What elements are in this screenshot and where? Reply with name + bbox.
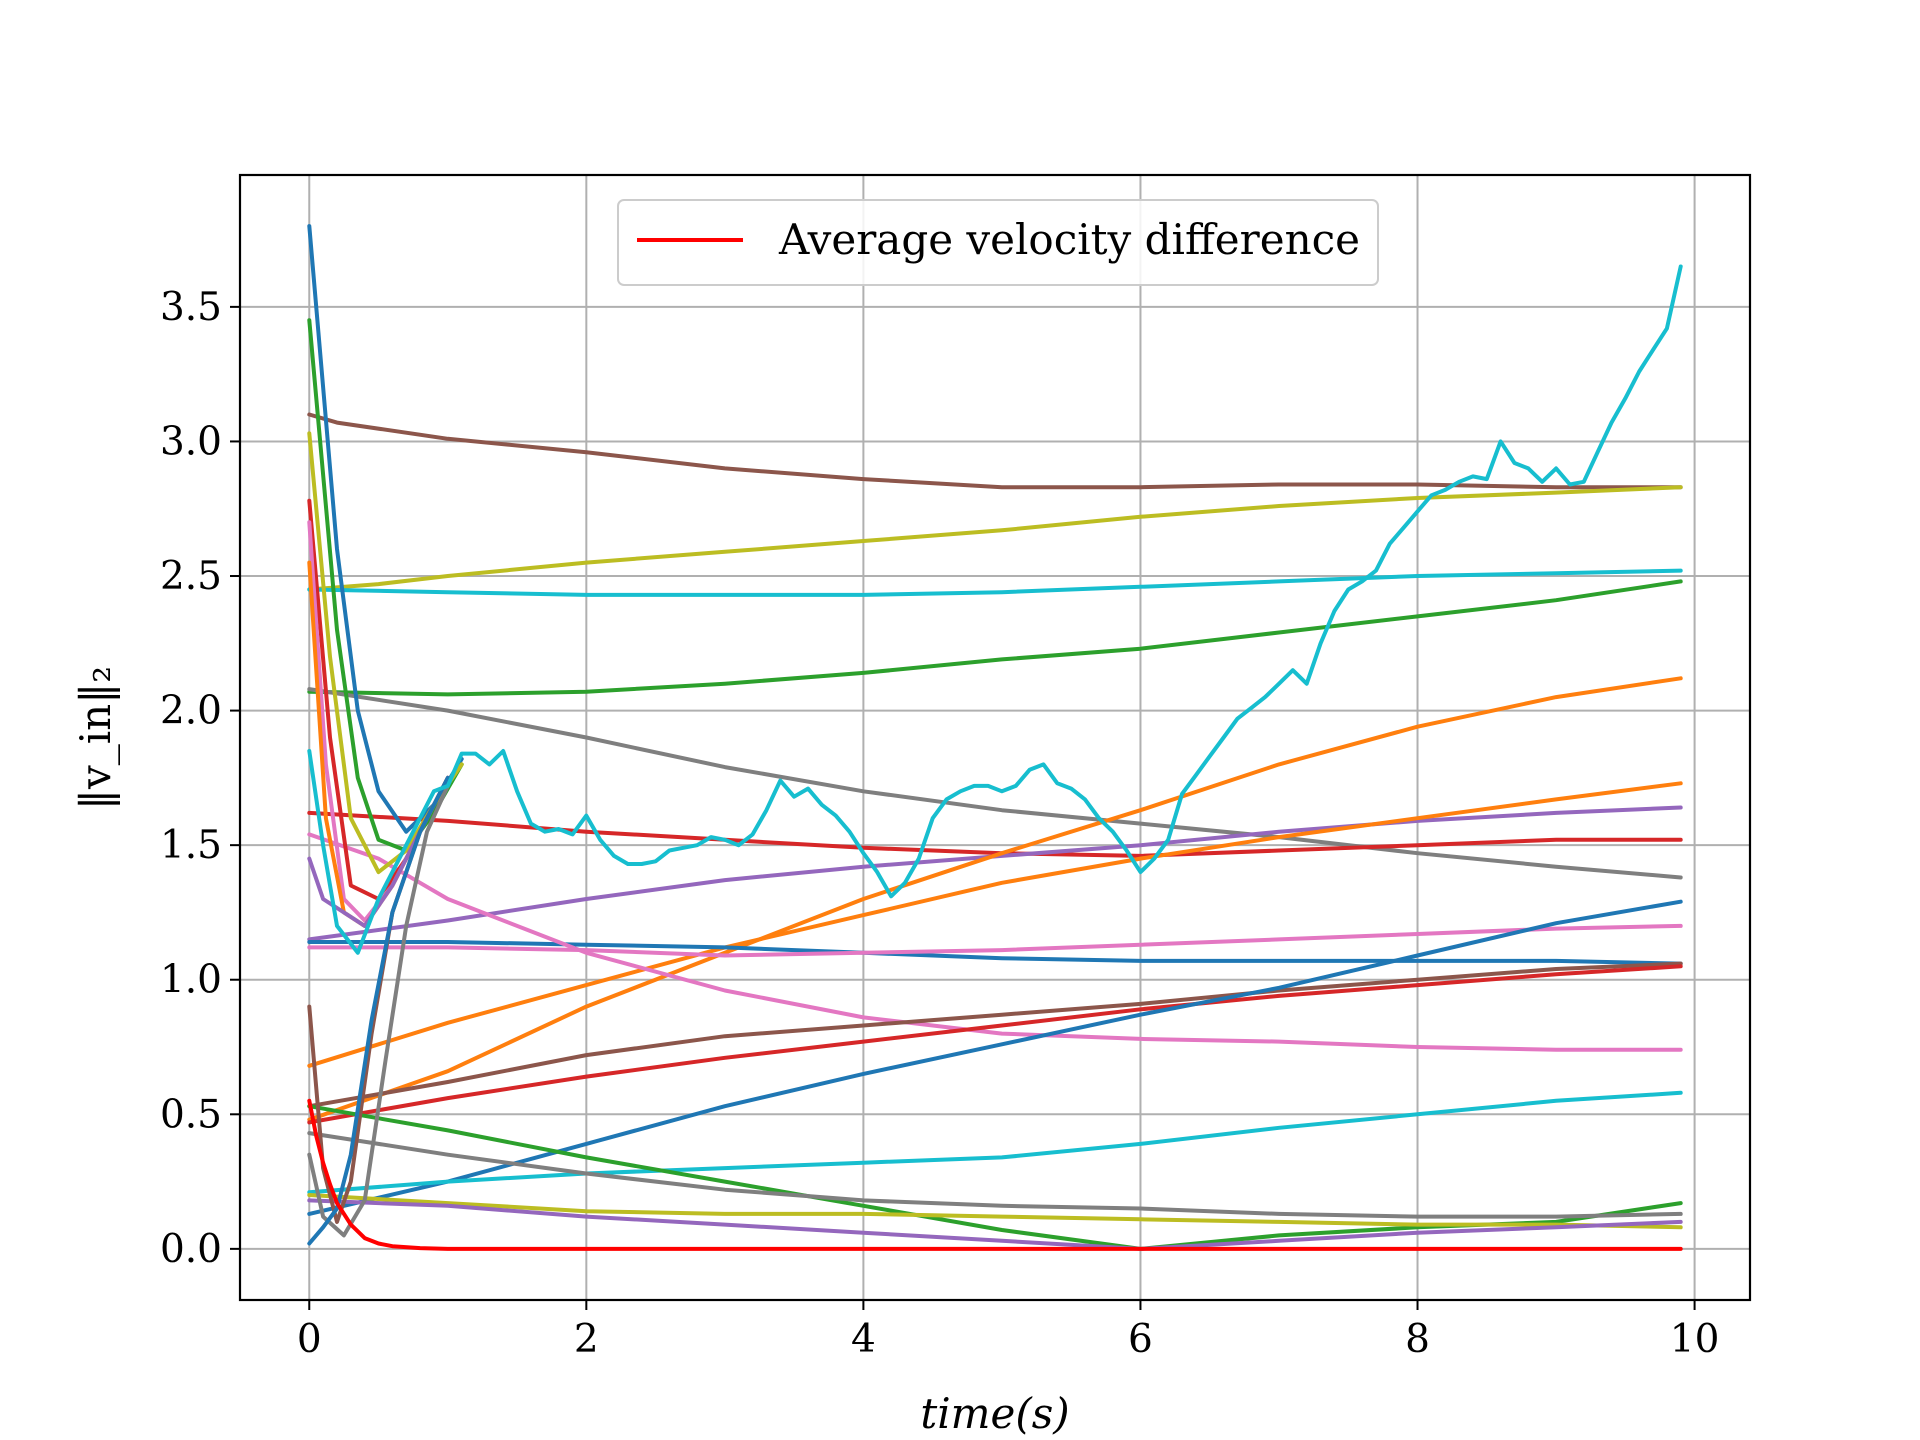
y-tick-label: 2.5 [160,554,222,599]
series-line-18 [307,1131,1683,1219]
x-axis-label: time(s) [920,1389,1069,1438]
x-axis-ticks: 0 2 4 6 8 10 [297,1300,1720,1362]
y-axis-label: ‖v_in‖₂ [71,666,120,810]
legend-label: Average velocity difference [778,215,1360,264]
series-line-13 [307,961,1683,1109]
legend: Average velocity difference [617,199,1379,286]
series-line-8 [307,781,1683,1068]
legend-box [617,199,1379,286]
y-tick-label: 3.0 [160,419,222,464]
series-line-1 [307,412,1683,490]
series-line-4 [307,579,1683,697]
series-line-2 [307,485,1683,592]
y-axis-ticks: 0.0 0.5 1.0 1.5 2.0 2.5 3.0 3.5 [160,285,240,1272]
y-tick-label: 0.5 [160,1092,222,1137]
y-tick-label: 0.0 [160,1227,222,1272]
series-line-10 [307,940,1683,966]
series-line-9 [307,676,1683,1122]
y-tick-label: 1.5 [160,823,222,868]
y-tick-label: 1.0 [160,958,222,1003]
x-tick-label: 10 [1670,1317,1720,1362]
series-line-20 [307,1198,1683,1251]
x-tick-label: 0 [297,1317,322,1362]
series-line-12 [307,832,1683,1052]
series-line-7 [307,805,1683,942]
x-tick-label: 2 [574,1317,599,1362]
series-line-15 [307,899,1683,1216]
x-tick-label: 8 [1405,1317,1430,1362]
series-line-5 [307,687,1683,880]
series-line-11 [307,923,1683,958]
series-line-14 [307,964,1683,1125]
series-line-19 [307,1193,1683,1230]
series-line-31 [307,264,1683,955]
y-axis-label-group: ‖v_in‖₂ [71,666,120,810]
series-line-average-velocity-difference [307,1098,1683,1251]
plot-frame [238,173,1752,1302]
y-tick-label: 2.0 [160,689,222,734]
series-line-16 [307,1090,1683,1195]
x-tick-label: 6 [1128,1317,1153,1362]
y-tick-label: 3.5 [160,285,222,330]
series-line-30 [307,775,450,1246]
series-line-3 [307,568,1683,597]
x-tick-label: 4 [851,1317,876,1362]
series-lines [307,224,1683,1251]
